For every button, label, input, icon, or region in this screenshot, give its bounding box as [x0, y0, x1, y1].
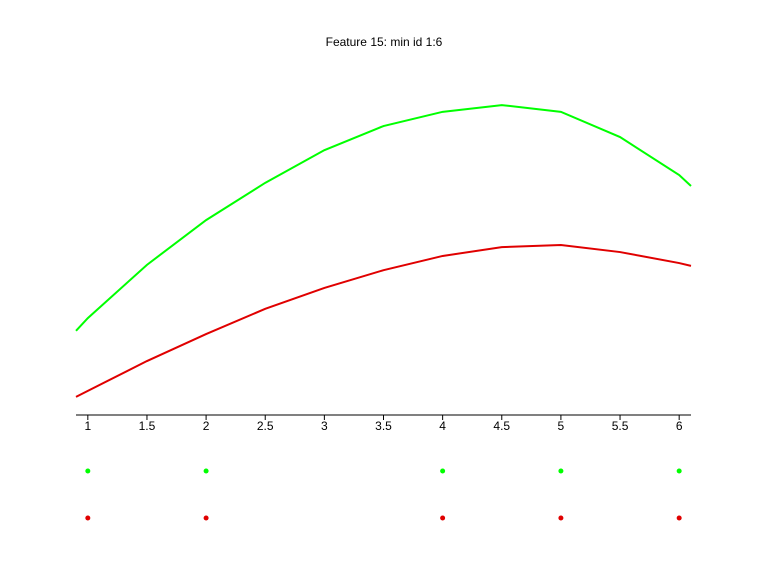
dot	[440, 468, 446, 474]
x-tick-label: 1	[84, 419, 91, 433]
x-tick-label: 3.5	[375, 419, 392, 433]
dot	[85, 515, 91, 521]
dot	[676, 468, 682, 474]
curve	[75, 104, 692, 332]
chart-title: Feature 15: min id 1:6	[326, 35, 443, 49]
x-tick-label: 5.5	[612, 419, 629, 433]
dot	[558, 515, 564, 521]
x-tick-label: 2	[203, 419, 210, 433]
dot	[203, 468, 209, 474]
dot	[85, 468, 91, 474]
dot	[558, 468, 564, 474]
x-tick-label: 4	[439, 419, 446, 433]
x-tick-label: 4.5	[493, 419, 510, 433]
x-tick-label: 5	[558, 419, 565, 433]
x-tick-label: 3	[321, 419, 328, 433]
dot	[676, 515, 682, 521]
x-tick-label: 2.5	[257, 419, 274, 433]
dot	[203, 515, 209, 521]
dot	[440, 515, 446, 521]
x-tick-label: 1.5	[139, 419, 156, 433]
curve	[75, 243, 692, 398]
x-tick-label: 6	[676, 419, 683, 433]
